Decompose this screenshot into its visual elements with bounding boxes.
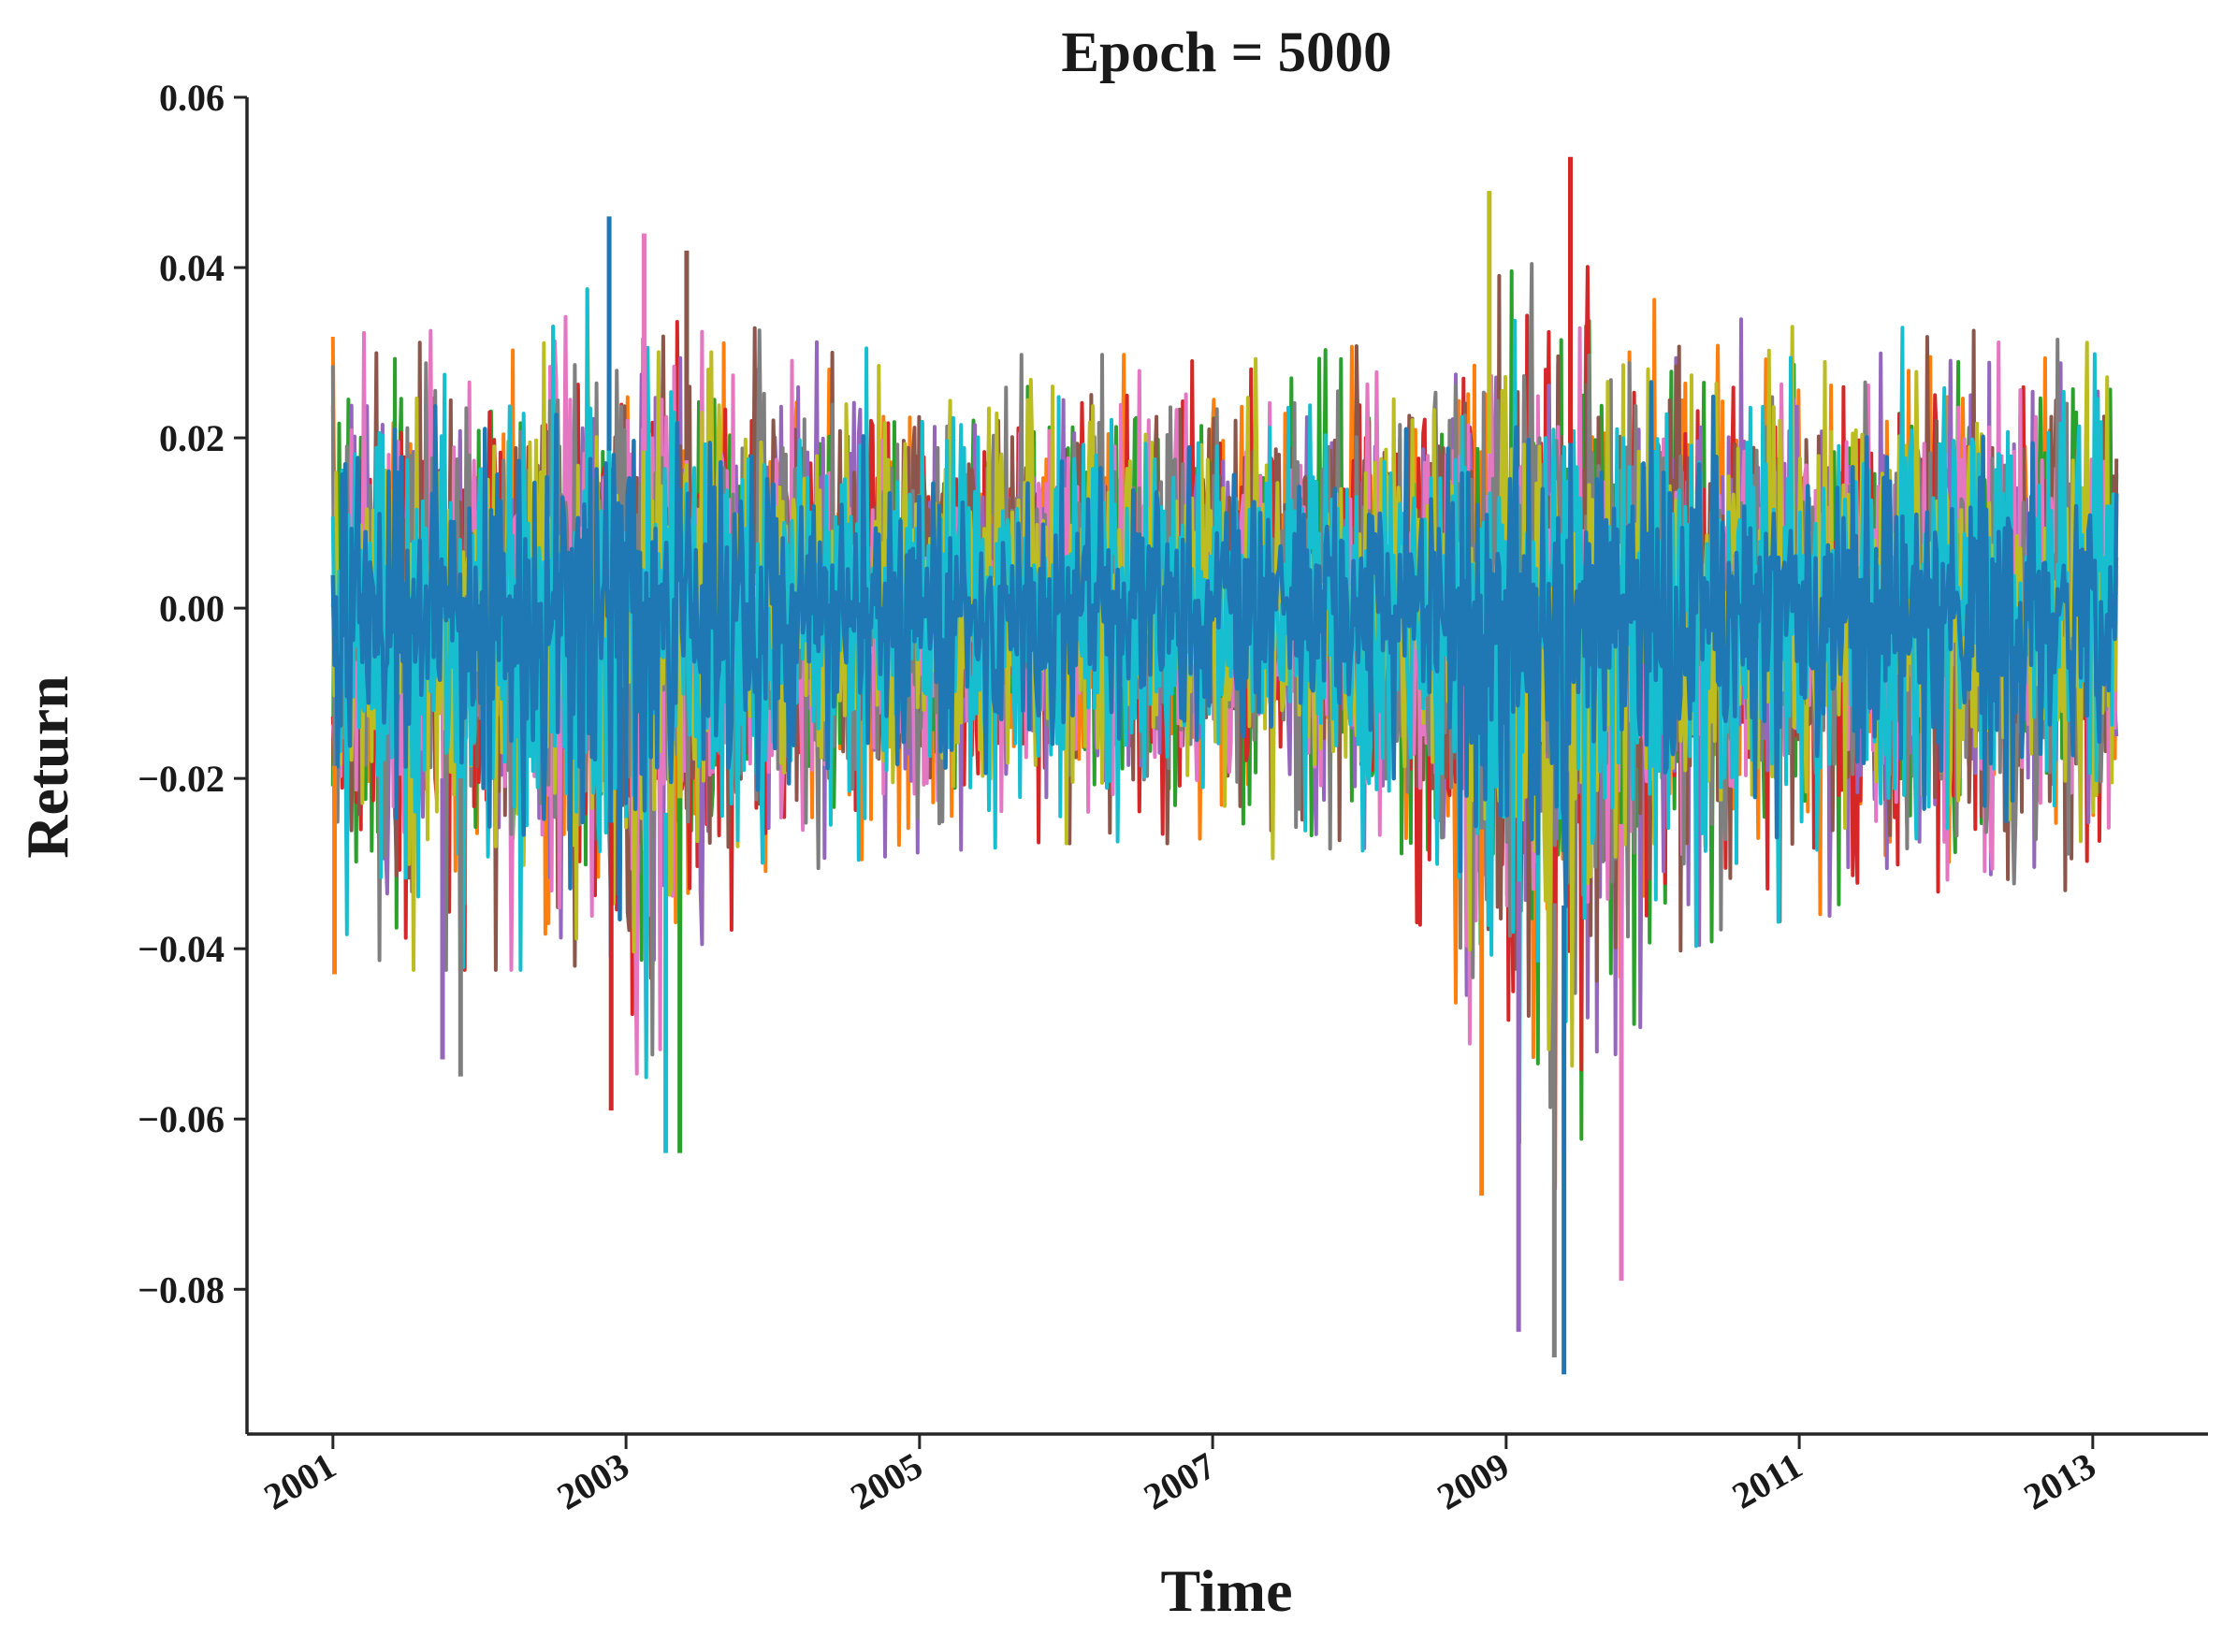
- x-tick-label: 2011: [1725, 1444, 1809, 1517]
- axes: 0.06 0.04 0.02 0.00 −0.02 −0.04 −0.06 −0.08 200…: [138, 77, 2208, 1518]
- x-tick-label: 2001: [257, 1444, 343, 1518]
- x-tick-label: 2009: [1431, 1444, 1517, 1518]
- y-tick-label: 0.04: [159, 247, 225, 289]
- plot-area: [330, 156, 2119, 1375]
- y-tick-label: −0.04: [138, 928, 225, 970]
- x-axis-ticks: 2001 2003 2005 2007 2009 2011 2013: [257, 1434, 2103, 1518]
- y-tick-label: −0.08: [138, 1268, 225, 1311]
- x-tick-label: 2003: [550, 1444, 636, 1518]
- x-tick-label: 2005: [844, 1444, 930, 1518]
- x-tick-label: 2007: [1137, 1444, 1223, 1518]
- chart-title: Epoch = 5000: [1061, 22, 1391, 84]
- y-axis-ticks: 0.06 0.04 0.02 0.00 −0.02 −0.04 −0.06 −0.08: [138, 77, 247, 1311]
- y-tick-label: −0.06: [138, 1098, 225, 1140]
- x-axis-label: Time: [1160, 1558, 1292, 1624]
- y-tick-label: 0.06: [159, 77, 225, 119]
- y-tick-label: 0.00: [159, 587, 225, 630]
- y-axis-label: Return: [14, 675, 80, 859]
- series-line: [330, 380, 2119, 922]
- series-lines: [330, 156, 2119, 1375]
- y-tick-label: 0.02: [159, 417, 225, 459]
- x-tick-label: 2013: [2017, 1444, 2103, 1518]
- y-tick-label: −0.02: [138, 758, 225, 800]
